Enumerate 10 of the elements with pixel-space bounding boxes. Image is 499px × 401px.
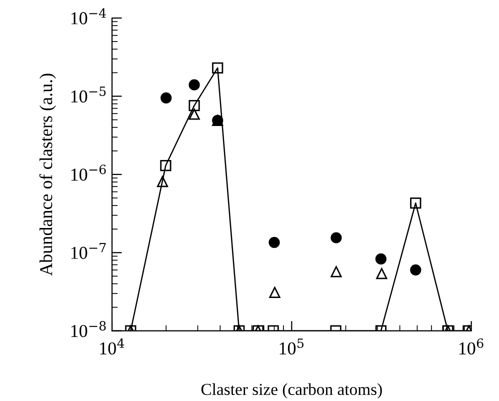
x-tick-label: 10$^{6}$ <box>459 338 484 355</box>
y-tick-label: 10$^{−6}$ <box>71 164 106 181</box>
y-tick-label: 10$^{−5}$ <box>71 86 106 103</box>
x-tick-label: 10$^{4}$ <box>100 338 124 355</box>
x-tick-label: 10$^{5}$ <box>280 338 304 355</box>
y-tick-label: 10$^{−7}$ <box>71 243 106 259</box>
y-tick-label: 10$^{−4}$ <box>71 8 106 24</box>
x-axis-title: Claster size (carbon atoms) <box>201 383 382 398</box>
y-axis-title: Abundance of clasters (a.u.) <box>39 74 56 276</box>
y-tick-label: 10$^{−8}$ <box>71 321 106 338</box>
